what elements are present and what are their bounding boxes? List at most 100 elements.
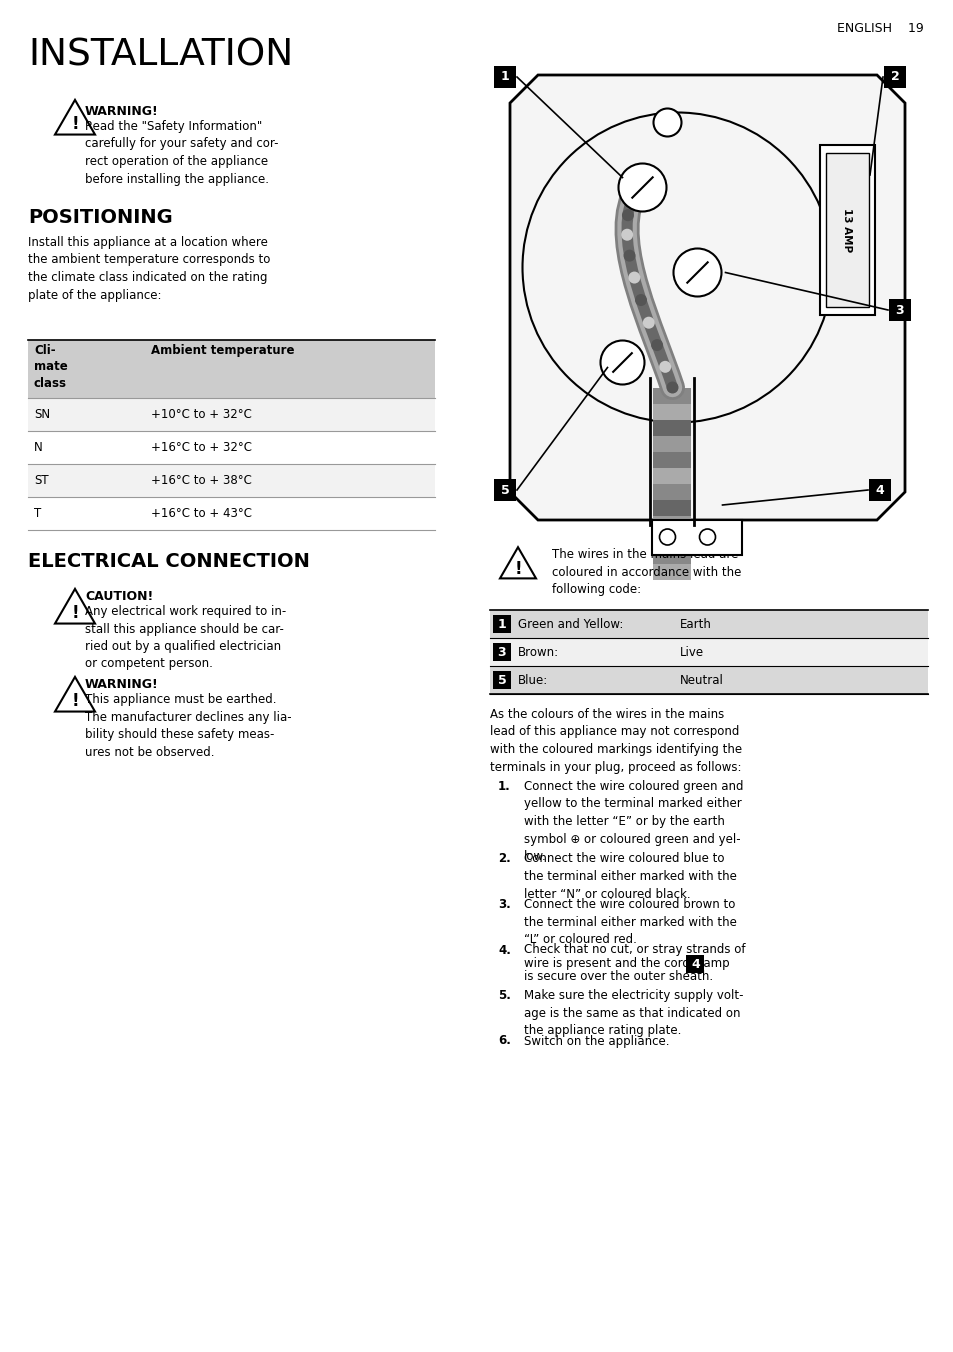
Text: 2.: 2. <box>497 853 510 865</box>
Text: Connect the wire coloured brown to
the terminal either marked with the
“L” or co: Connect the wire coloured brown to the t… <box>523 898 736 946</box>
Circle shape <box>659 529 675 545</box>
Bar <box>493 615 511 633</box>
Circle shape <box>642 316 654 329</box>
Bar <box>490 667 927 694</box>
Text: Green and Yellow:: Green and Yellow: <box>517 618 622 630</box>
Text: Connect the wire coloured blue to
the terminal either marked with the
letter “N”: Connect the wire coloured blue to the te… <box>523 853 736 900</box>
Text: Any electrical work required to in-
stall this appliance should be car-
ried out: Any electrical work required to in- stal… <box>85 604 286 671</box>
Circle shape <box>666 381 678 393</box>
Text: is secure over the outer sheath.: is secure over the outer sheath. <box>523 971 713 983</box>
Bar <box>28 397 435 431</box>
Bar <box>653 548 691 564</box>
Bar <box>653 515 691 531</box>
Text: 3: 3 <box>497 645 506 658</box>
Text: 1: 1 <box>500 70 509 84</box>
Bar <box>493 671 511 690</box>
Text: T: T <box>34 507 41 521</box>
Text: INSTALLATION: INSTALLATION <box>28 38 293 74</box>
Bar <box>868 479 890 502</box>
Bar <box>28 498 435 530</box>
Text: 4: 4 <box>875 484 883 496</box>
Text: Neutral: Neutral <box>679 673 723 687</box>
Bar <box>825 153 868 307</box>
Text: Blue:: Blue: <box>517 673 548 687</box>
Text: 5: 5 <box>497 673 506 687</box>
Text: POSITIONING: POSITIONING <box>28 208 172 227</box>
Circle shape <box>635 293 646 306</box>
Bar <box>653 484 691 499</box>
Circle shape <box>599 341 644 384</box>
Bar <box>653 499 691 515</box>
Bar <box>28 431 435 464</box>
Text: +16°C to + 43°C: +16°C to + 43°C <box>151 507 252 521</box>
Text: !: ! <box>71 604 79 622</box>
Polygon shape <box>510 74 904 521</box>
Text: !: ! <box>71 115 79 132</box>
Bar <box>493 644 511 661</box>
Circle shape <box>650 339 662 352</box>
Circle shape <box>623 250 635 262</box>
Bar <box>653 452 691 468</box>
Text: The wires in the mains lead are
coloured in accordance with the
following code:: The wires in the mains lead are coloured… <box>552 548 740 596</box>
Text: Earth: Earth <box>679 618 711 630</box>
Text: ST: ST <box>34 475 49 487</box>
Text: As the colours of the wires in the mains
lead of this appliance may not correspo: As the colours of the wires in the mains… <box>490 708 741 773</box>
Bar <box>653 403 691 419</box>
Text: 13 AMP: 13 AMP <box>841 208 852 251</box>
Text: Brown:: Brown: <box>517 645 558 658</box>
Text: +10°C to + 32°C: +10°C to + 32°C <box>151 408 252 420</box>
Text: !: ! <box>514 560 521 579</box>
Text: 1.: 1. <box>497 780 510 794</box>
Bar <box>28 464 435 498</box>
Circle shape <box>621 210 634 222</box>
Circle shape <box>620 228 633 241</box>
Bar <box>28 339 435 397</box>
Bar <box>820 145 874 315</box>
Bar <box>652 521 741 556</box>
Text: 4.: 4. <box>497 944 511 956</box>
Text: 3: 3 <box>895 303 903 316</box>
Text: WARNING!: WARNING! <box>85 105 158 118</box>
Text: !: ! <box>71 692 79 710</box>
Text: Switch on the appliance.: Switch on the appliance. <box>523 1034 669 1048</box>
Text: 2: 2 <box>890 70 899 84</box>
Circle shape <box>659 361 671 373</box>
Text: N: N <box>34 441 43 454</box>
Bar <box>653 388 691 403</box>
Text: This appliance must be earthed.
The manufacturer declines any lia-
bility should: This appliance must be earthed. The manu… <box>85 694 292 758</box>
Text: CAUTION!: CAUTION! <box>85 589 153 603</box>
Bar <box>653 435 691 452</box>
Text: Check that no cut, or stray strands of: Check that no cut, or stray strands of <box>523 944 744 956</box>
Bar <box>494 66 516 88</box>
Text: +16°C to + 38°C: +16°C to + 38°C <box>151 475 252 487</box>
Text: ELECTRICAL CONNECTION: ELECTRICAL CONNECTION <box>28 552 310 571</box>
Text: 1: 1 <box>497 618 506 630</box>
Bar <box>653 564 691 580</box>
Text: Live: Live <box>679 645 703 658</box>
Bar <box>883 66 905 88</box>
Text: 5: 5 <box>500 484 509 496</box>
Text: +16°C to + 32°C: +16°C to + 32°C <box>151 441 252 454</box>
Bar <box>494 479 516 502</box>
Bar <box>888 299 910 320</box>
Circle shape <box>653 108 680 137</box>
Text: Ambient temperature: Ambient temperature <box>151 343 294 357</box>
Bar <box>653 468 691 484</box>
Circle shape <box>673 249 720 296</box>
Text: 5.: 5. <box>497 990 511 1002</box>
Bar <box>653 419 691 435</box>
Text: 4: 4 <box>690 957 700 971</box>
Circle shape <box>628 272 639 284</box>
Circle shape <box>618 164 666 211</box>
Text: ENGLISH    19: ENGLISH 19 <box>837 22 923 35</box>
Circle shape <box>699 529 715 545</box>
Text: 6.: 6. <box>497 1034 511 1048</box>
Text: Read the "Safety Information"
carefully for your safety and cor-
rect operation : Read the "Safety Information" carefully … <box>85 120 278 185</box>
Text: Install this appliance at a location where
the ambient temperature corresponds t: Install this appliance at a location whe… <box>28 237 270 301</box>
Bar <box>490 638 927 667</box>
Text: SN: SN <box>34 408 51 420</box>
Text: Make sure the electricity supply volt-
age is the same as that indicated on
the : Make sure the electricity supply volt- a… <box>523 990 742 1037</box>
Bar <box>653 531 691 548</box>
Text: wire is present and the cord clamp: wire is present and the cord clamp <box>523 957 733 969</box>
Bar <box>686 955 703 973</box>
